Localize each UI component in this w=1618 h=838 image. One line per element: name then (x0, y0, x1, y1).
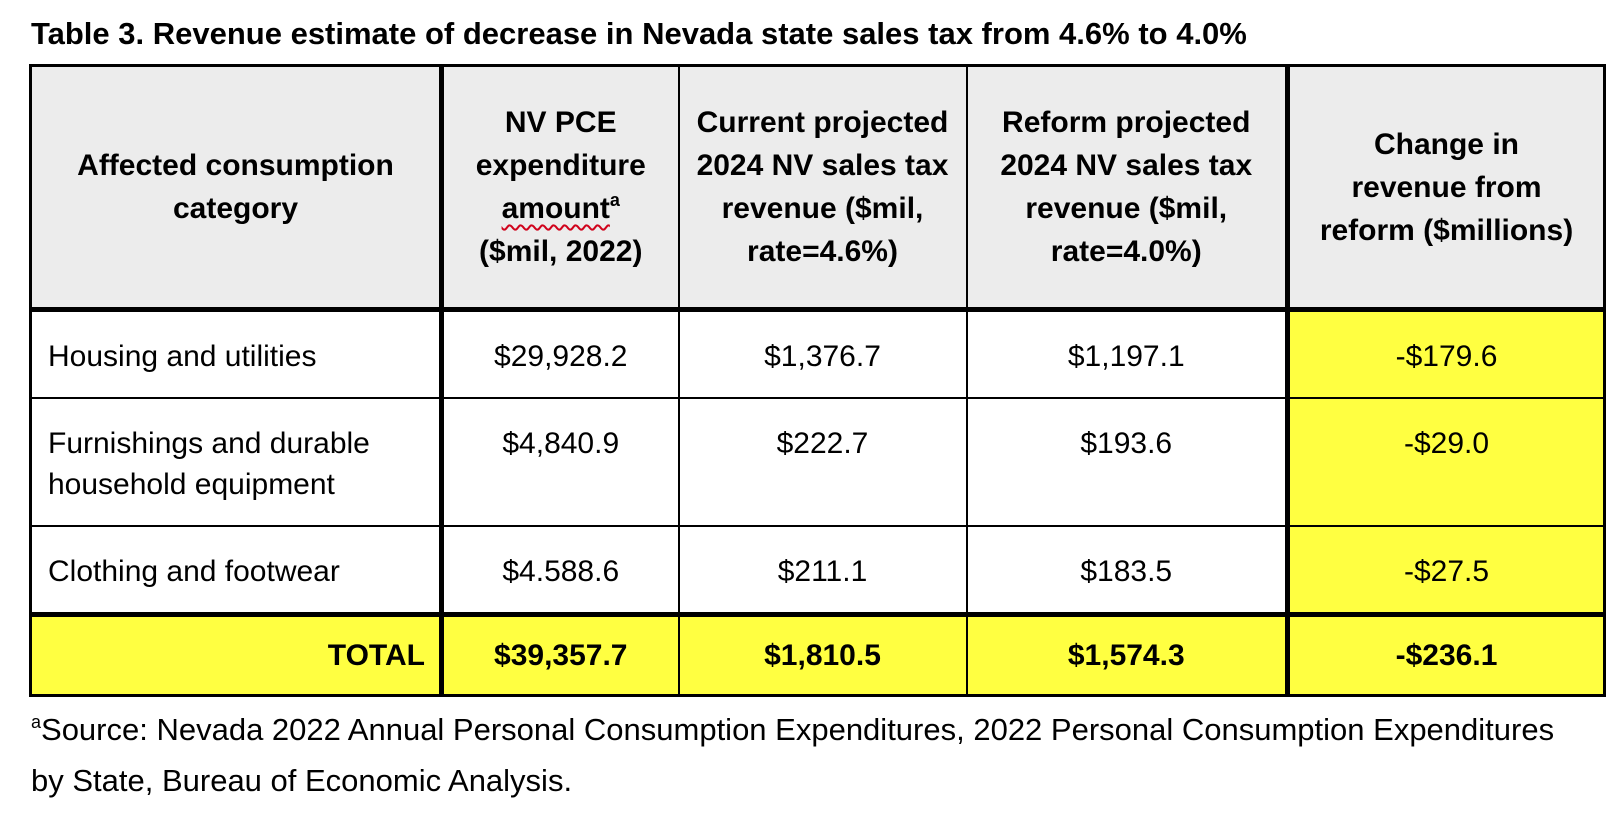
row-category: Housing and utilities (29, 308, 444, 399)
row-current: $222.7 (677, 397, 968, 527)
total-pce: $39,357.7 (440, 612, 680, 697)
row-change: -$29.0 (1285, 397, 1606, 527)
row-pce: $29,928.2 (440, 308, 680, 399)
total-reform: $1,574.3 (965, 612, 1289, 697)
row-reform: $193.6 (965, 397, 1289, 527)
header-current: Current projected 2024 NV sales tax reve… (677, 64, 968, 312)
row-reform: $1,197.1 (965, 308, 1289, 399)
total-current: $1,810.5 (677, 612, 968, 697)
table-title: Table 3. Revenue estimate of decrease in… (31, 16, 1247, 51)
row-change: -$27.5 (1285, 525, 1606, 616)
header-row: Affected consumption category NV PCE exp… (29, 64, 1606, 312)
header-current-label: Current projected 2024 NV sales tax reve… (696, 106, 949, 268)
footnote-text: Source: Nevada 2022 Annual Personal Cons… (31, 712, 1555, 798)
total-row: TOTAL $39,357.7 $1,810.5 $1,574.3 -$236.… (29, 612, 1606, 697)
row-pce: $4.588.6 (440, 525, 680, 616)
row-category: Clothing and footwear (29, 525, 444, 616)
header-change-label: Change in revenue from reform ($millions… (1319, 127, 1574, 247)
header-category: Affected consumption category (29, 64, 444, 312)
header-pce-footnote-marker: a (609, 190, 620, 210)
header-reform: Reform projected 2024 NV sales tax reven… (965, 64, 1289, 312)
header-pce-line1: NV PCE expenditure (475, 106, 646, 182)
total-label: TOTAL (29, 612, 444, 697)
row-current: $1,376.7 (677, 308, 968, 399)
footnote-marker: a (31, 712, 42, 732)
header-pce-amount: amount (501, 192, 610, 225)
header-category-label: Affected consumption category (77, 149, 394, 225)
row-pce: $4,840.9 (440, 397, 680, 527)
source-footnote: aSource: Nevada 2022 Annual Personal Con… (31, 704, 1591, 806)
row-current: $211.1 (677, 525, 968, 616)
header-reform-label: Reform projected 2024 NV sales tax reven… (1000, 106, 1253, 268)
revenue-table: Affected consumption category NV PCE exp… (29, 64, 1606, 697)
row-change: -$179.6 (1285, 308, 1606, 399)
header-pce: NV PCE expenditure amounta ($mil, 2022) (440, 64, 680, 312)
row-reform: $183.5 (965, 525, 1289, 616)
header-change: Change in revenue from reform ($millions… (1285, 64, 1606, 312)
table-row: Housing and utilities $29,928.2 $1,376.7… (29, 308, 1606, 399)
table-row: Clothing and footwear $4.588.6 $211.1 $1… (29, 525, 1606, 616)
total-change: -$236.1 (1285, 612, 1606, 697)
table-row: Furnishings and durable household equipm… (29, 397, 1606, 527)
row-category: Furnishings and durable household equipm… (29, 397, 444, 527)
header-pce-unit: ($mil, 2022) (479, 235, 643, 268)
